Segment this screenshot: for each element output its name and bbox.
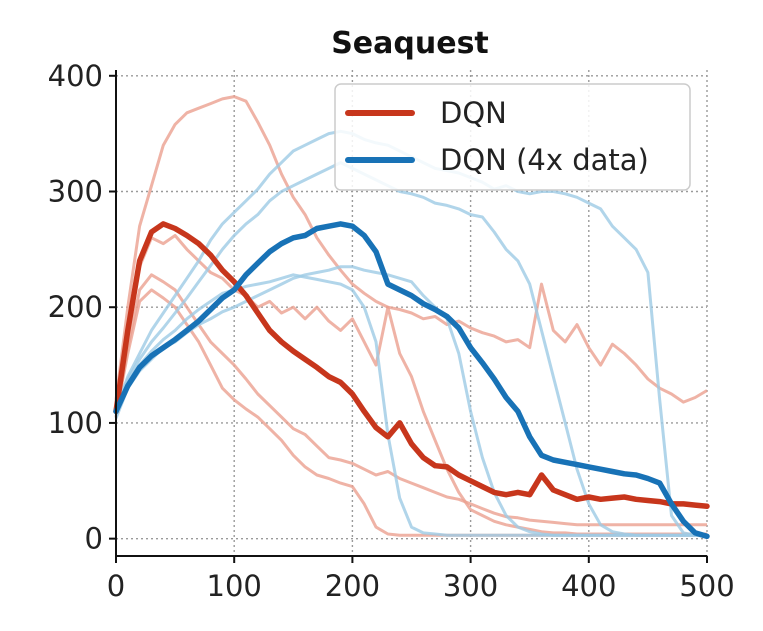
tick-label-x-500: 500 [679, 569, 734, 603]
chart-title: Seaquest [331, 26, 489, 61]
tick-label-y-100: 100 [48, 406, 103, 440]
legend-label-dqn-4x: DQN (4x data) [440, 143, 649, 177]
legend-label-dqn: DQN [440, 96, 507, 130]
tick-label-x-100: 100 [207, 569, 262, 603]
tick-label-x-300: 300 [443, 569, 498, 603]
series-line-1 [113, 221, 710, 540]
legend-box [334, 83, 691, 191]
tick-label-y-400: 400 [48, 59, 103, 93]
run-line-8 [114, 265, 707, 537]
axes [115, 70, 707, 557]
tick-label-y-300: 300 [48, 175, 103, 209]
series-line-0 [113, 221, 710, 509]
tick-labels: 0 100 200 300 400 500 0 100 200 300 400 [48, 59, 735, 603]
tick-label-y-0: 0 [85, 522, 103, 556]
tick-label-x-200: 200 [325, 569, 380, 603]
tick-label-x-400: 400 [561, 569, 616, 603]
mean-curves [113, 221, 710, 540]
tick-label-x-0: 0 [107, 569, 125, 603]
tick-label-y-200: 200 [48, 290, 103, 324]
run-line-3 [114, 273, 707, 527]
run-line-1 [114, 95, 708, 404]
legend: DQN DQN (4x data) [334, 83, 691, 191]
